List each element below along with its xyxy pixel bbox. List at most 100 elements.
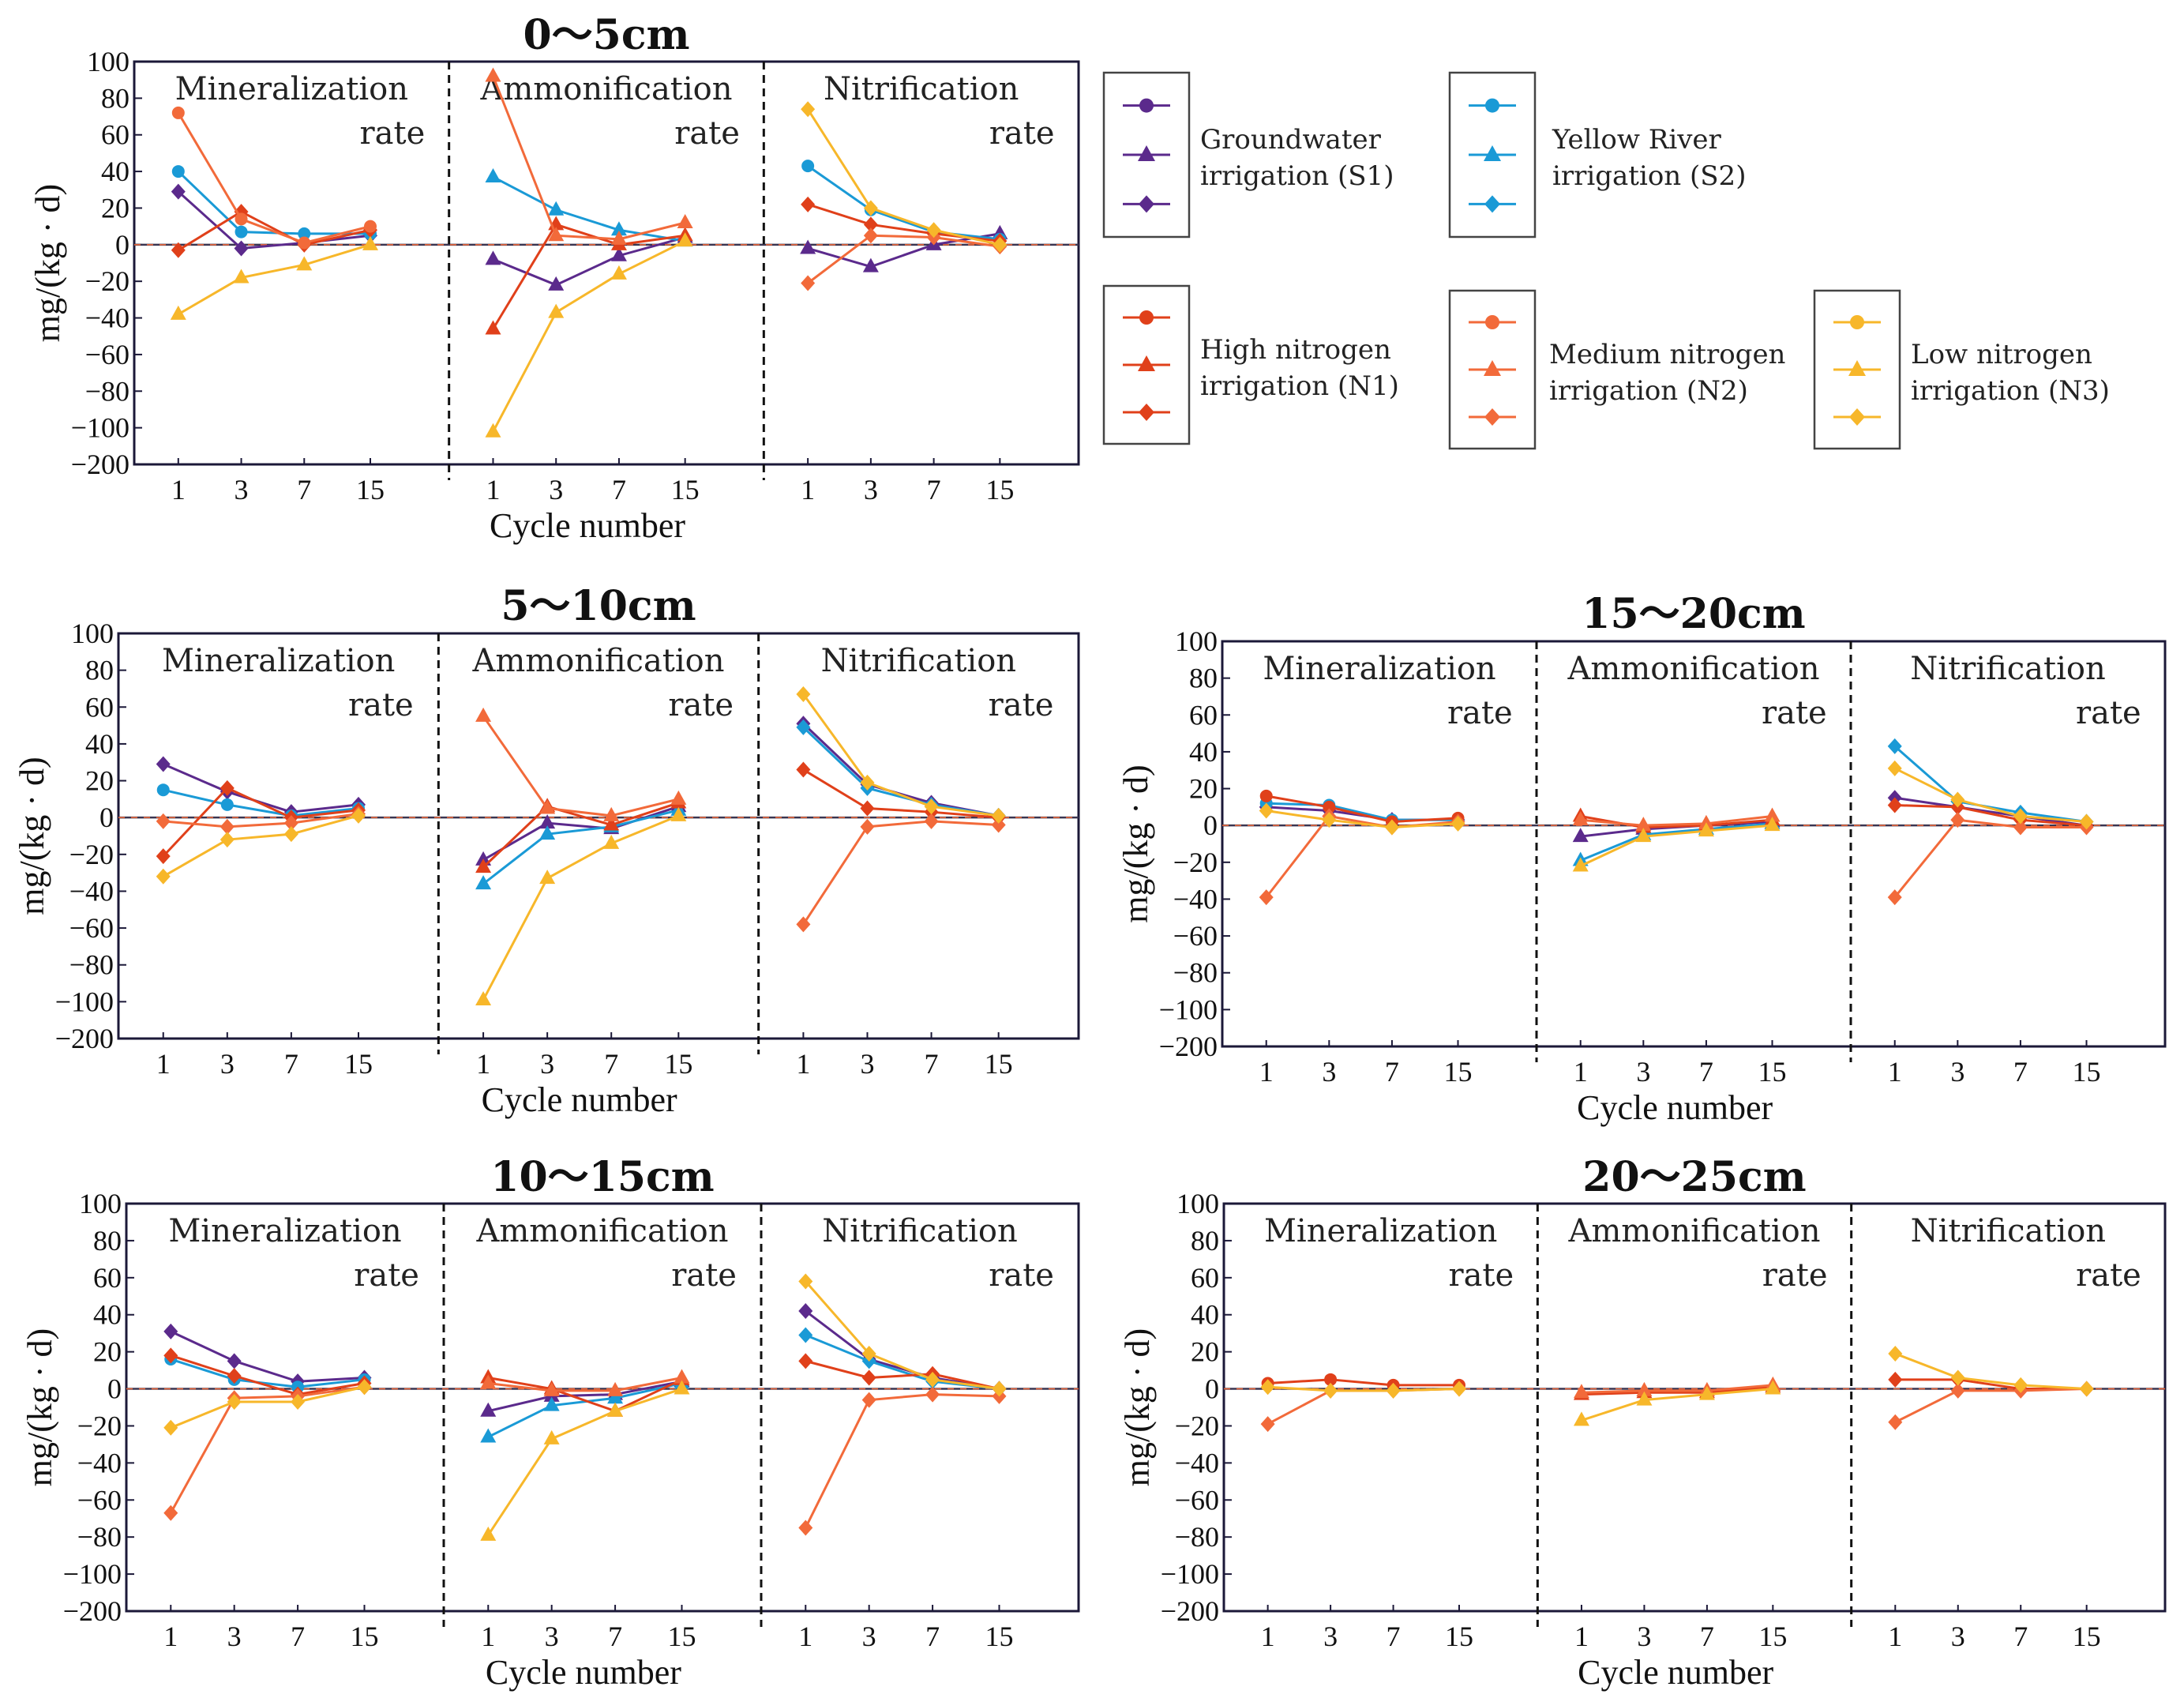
y-tick-label: 40 <box>1191 1299 1219 1331</box>
x-tick-label: 3 <box>220 1048 235 1080</box>
legend-label: High nitrogen <box>1200 334 1391 366</box>
series-line-S2 <box>807 164 1000 241</box>
data-point-N2 <box>1572 811 1589 826</box>
x-tick-label: 1 <box>1888 1621 1902 1652</box>
chart-panel: 15～20cm 100 80 60 40 20 0 −20 −40 −60 −80 −100 −200 m… <box>1116 590 2167 1127</box>
x-tick-label: 7 <box>291 1621 305 1652</box>
series-line-N3 <box>806 108 1000 246</box>
data-point-S1 <box>610 246 627 261</box>
y-tick-label: −60 <box>1173 920 1218 952</box>
x-tick-label: 3 <box>549 474 563 505</box>
legend-label: Medium nitrogen <box>1549 339 1785 370</box>
series-line-S2 <box>170 1358 365 1388</box>
data-point-N3 <box>1259 802 1274 819</box>
y-axis-label: mg/(kg · d) <box>1118 1328 1157 1486</box>
y-tick-label: −60 <box>69 912 114 944</box>
section-label-rate: rate <box>1447 695 1513 731</box>
y-tick-label: 20 <box>1189 773 1218 805</box>
legend-box <box>1102 71 1191 239</box>
x-tick-label: 7 <box>925 1621 940 1652</box>
y-tick-label: 60 <box>1189 699 1218 731</box>
series-line-S1 <box>1894 796 2087 827</box>
x-tick-label: 15 <box>1758 1621 1787 1652</box>
data-point-N3 <box>2013 1377 2028 1393</box>
data-point-N2 <box>863 227 878 244</box>
y-tick-label: 0 <box>1205 1373 1219 1405</box>
legend-marker-circle <box>1485 315 1499 329</box>
legend-label: Groundwater <box>1200 124 1382 156</box>
x-tick-label: 15 <box>356 474 385 505</box>
data-point-N3 <box>861 1345 876 1362</box>
x-tick-label: 1 <box>1259 1056 1274 1088</box>
data-point-N3 <box>1384 819 1399 836</box>
data-point-N2 <box>1887 889 1902 906</box>
panel-title: 15～20cm <box>1582 590 1805 638</box>
x-tick-label: 3 <box>862 1621 876 1652</box>
x-tick-label: 15 <box>351 1621 379 1652</box>
series-line-S1 <box>482 805 679 862</box>
data-point-N3 <box>926 222 941 239</box>
data-point-N3 <box>992 1381 1007 1397</box>
legend-marker-diamond <box>1139 195 1154 213</box>
legend-marker-triangle <box>1138 355 1155 371</box>
x-tick-label: 1 <box>163 1621 178 1652</box>
data-point-N2 <box>480 1374 497 1389</box>
section-label: Nitrification <box>824 71 1019 107</box>
data-point-N3 <box>485 423 501 438</box>
data-point-S2 <box>220 798 234 811</box>
plot-frame <box>117 632 1080 1040</box>
x-tick-label: 3 <box>545 1621 559 1652</box>
series-line-N2 <box>1894 1388 2087 1424</box>
series-line-S2 <box>177 171 370 235</box>
data-point-N3 <box>863 200 878 216</box>
series-line-S1 <box>487 1380 682 1413</box>
x-tick-label: 15 <box>668 1621 696 1652</box>
y-tick-label: 0 <box>99 802 114 833</box>
data-point-N1 <box>861 1369 876 1386</box>
legend-label-line2: irrigation (S1) <box>1200 160 1394 192</box>
data-point-S1 <box>163 1323 178 1339</box>
data-point-S2 <box>156 783 170 797</box>
data-point-N3 <box>1950 791 1965 808</box>
data-point-N3 <box>296 256 313 271</box>
series-line-N3 <box>162 814 359 878</box>
data-point-S2 <box>548 201 565 216</box>
x-tick-label: 7 <box>1385 1056 1399 1088</box>
series-line-S2 <box>492 175 685 242</box>
x-tick-label: 15 <box>671 474 700 505</box>
series-line-N3 <box>170 1385 365 1429</box>
data-point-N3 <box>163 1419 178 1436</box>
series-line-S2 <box>482 809 679 885</box>
data-point-N1 <box>227 1368 242 1384</box>
y-tick-label: −80 <box>69 949 114 981</box>
data-point-S1 <box>862 257 879 272</box>
series-line-S2 <box>487 1382 682 1438</box>
data-point-S1 <box>798 1303 813 1320</box>
x-tick-label: 7 <box>297 474 311 505</box>
data-point-S1 <box>227 1353 242 1369</box>
data-point-N3 <box>291 1393 306 1410</box>
series-line-N3 <box>487 1388 682 1536</box>
x-tick-label: 3 <box>235 474 249 505</box>
section-label: Mineralization <box>162 643 395 679</box>
section-label: Nitrification <box>1911 1213 2106 1249</box>
series-line-N2 <box>802 820 999 926</box>
y-tick-label: −20 <box>77 1410 122 1441</box>
series-line-N1 <box>1266 795 1458 824</box>
section-label: Nitrification <box>1910 651 2105 687</box>
data-point-N3 <box>1322 812 1337 828</box>
x-tick-label: 7 <box>2013 1056 2028 1088</box>
data-point-N2 <box>798 1520 813 1536</box>
x-tick-label: 7 <box>608 1621 622 1652</box>
series-line-N3 <box>492 239 686 433</box>
x-tick-label: 1 <box>481 1621 495 1652</box>
legend-label-line2: irrigation (N3) <box>1911 375 2110 407</box>
y-tick-label: 20 <box>101 192 129 224</box>
series-line-N2 <box>1893 818 2087 899</box>
data-point-S2 <box>607 1389 624 1404</box>
x-tick-label: 7 <box>925 1048 939 1080</box>
data-point-S2 <box>543 1396 560 1411</box>
data-point-S1 <box>234 240 249 257</box>
series-line-N1 <box>1894 804 2087 827</box>
data-point-N3 <box>796 686 811 702</box>
